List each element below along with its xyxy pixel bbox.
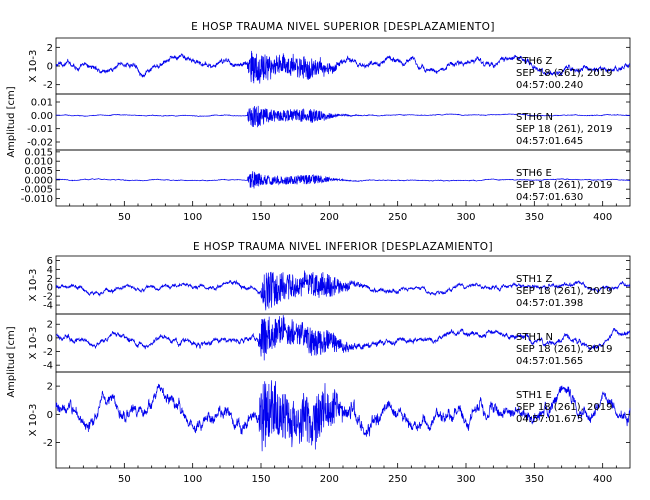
time-label: 04:57:01.565 xyxy=(516,356,583,367)
y-axis-label: Amplitud [cm] xyxy=(6,326,17,397)
date-label: SEP 18 (261), 2019 xyxy=(516,124,612,135)
y-tick-label: -2 xyxy=(43,80,53,91)
y-tick-label: 0 xyxy=(47,410,53,421)
waveform-line xyxy=(55,50,631,84)
y-axis-label: Amplitud [cm] xyxy=(6,86,17,157)
waveform-line xyxy=(55,171,631,189)
chart-title: E HOSP TRAUMA NIVEL SUPERIOR [DESPLAZAMI… xyxy=(191,21,495,33)
y-tick-label: 0.01 xyxy=(31,98,53,109)
y-tick-label: 0.000 xyxy=(24,175,53,186)
time-label: 04:57:00.240 xyxy=(516,80,583,91)
y-tick-label: 0 xyxy=(47,283,53,294)
x-tick-label: 400 xyxy=(593,212,612,223)
time-label: 04:57:01.398 xyxy=(516,298,583,309)
y-tick-label: 0.010 xyxy=(24,157,53,168)
date-label: SEP 18 (261), 2019 xyxy=(516,286,612,297)
x-tick-label: 200 xyxy=(320,212,339,223)
y-tick-label: -2 xyxy=(43,347,53,358)
y-tick-label: -2 xyxy=(43,292,53,303)
x-tick-label: 50 xyxy=(118,212,131,223)
chart-title: E HOSP TRAUMA NIVEL INFERIOR [DESPLAZAMI… xyxy=(193,241,493,253)
y-tick-label: 2 xyxy=(47,320,53,331)
x-tick-label: 150 xyxy=(251,212,270,223)
y-tick-label: -0.005 xyxy=(21,185,53,196)
y-tick-label: 0.00 xyxy=(31,111,53,122)
station-label: STH6 N xyxy=(516,112,553,123)
station-label: STH1 Z xyxy=(516,274,553,285)
y-tick-label: -0.010 xyxy=(21,194,53,205)
station-label: STH1 N xyxy=(516,332,553,343)
y-tick-label: 2 xyxy=(47,382,53,393)
date-label: SEP 18 (261), 2019 xyxy=(516,180,612,191)
time-label: 04:57:01.645 xyxy=(516,136,583,147)
x-tick-label: 150 xyxy=(251,474,270,485)
y-tick-label: -4 xyxy=(43,301,53,312)
y-tick-label: 4 xyxy=(47,265,53,276)
x-tick-label: 300 xyxy=(456,212,475,223)
y-tick-label: 2 xyxy=(47,274,53,285)
x-tick-label: 250 xyxy=(388,212,407,223)
waveform-line xyxy=(55,315,631,361)
waveform-line xyxy=(55,105,631,128)
station-label: STH1 E xyxy=(516,390,552,401)
x-tick-label: 50 xyxy=(118,474,131,485)
x-tick-label: 200 xyxy=(320,474,339,485)
date-label: SEP 18 (261), 2019 xyxy=(516,344,612,355)
y-tick-label: -0.01 xyxy=(27,124,53,135)
y-tick-label: -4 xyxy=(43,361,53,372)
x-tick-label: 100 xyxy=(183,212,202,223)
scale-label: X 10-3 xyxy=(28,327,39,360)
x-tick-label: 300 xyxy=(456,474,475,485)
y-tick-label: 0 xyxy=(47,62,53,73)
time-label: 04:57:01.630 xyxy=(516,192,583,203)
y-tick-label: -0.02 xyxy=(27,138,53,149)
station-label: STH6 Z xyxy=(516,56,553,67)
seismogram-group-1: E HOSP TRAUMA NIVEL SUPERIOR [DESPLAZAMI… xyxy=(6,21,631,223)
time-label: 04:57:01.675 xyxy=(516,414,583,425)
y-tick-label: -2 xyxy=(43,438,53,449)
y-tick-label: 0.005 xyxy=(24,166,53,177)
station-label: STH6 E xyxy=(516,168,552,179)
x-tick-label: 100 xyxy=(183,474,202,485)
y-tick-label: 6 xyxy=(47,256,53,267)
x-tick-label: 350 xyxy=(525,474,544,485)
x-tick-label: 400 xyxy=(593,474,612,485)
scale-label: X 10-3 xyxy=(28,269,39,302)
scale-label: X 10-3 xyxy=(28,404,39,437)
scale-label: X 10-3 xyxy=(28,50,39,83)
y-tick-label: 0 xyxy=(47,333,53,344)
x-tick-label: 250 xyxy=(388,474,407,485)
y-tick-label: 2 xyxy=(47,43,53,54)
x-tick-label: 350 xyxy=(525,212,544,223)
y-tick-label: 0.015 xyxy=(24,147,53,158)
date-label: SEP 18 (261), 2019 xyxy=(516,402,612,413)
seismogram-group-2: E HOSP TRAUMA NIVEL INFERIOR [DESPLAZAMI… xyxy=(6,241,631,485)
waveform-line xyxy=(55,270,631,311)
waveform-line xyxy=(55,380,631,452)
date-label: SEP 18 (261), 2019 xyxy=(516,68,612,79)
